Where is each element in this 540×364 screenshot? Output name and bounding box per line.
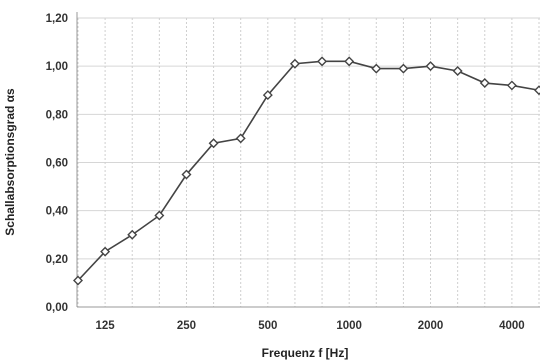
- x-tick-label: 2000: [418, 320, 444, 332]
- y-tick-label: 1,00: [46, 61, 68, 73]
- y-tick-label: 0,80: [46, 109, 68, 121]
- data-point: [100, 246, 111, 257]
- series: [73, 56, 540, 286]
- data-point: [371, 63, 382, 74]
- data-point: [127, 229, 138, 240]
- data-point: [181, 169, 192, 180]
- y-tick-label: 0,60: [46, 158, 68, 170]
- x-tick-label: 1000: [336, 320, 362, 332]
- series-line: [77, 60, 540, 282]
- x-tick-label: 250: [177, 320, 196, 332]
- data-point: [534, 85, 540, 96]
- data-point: [289, 58, 300, 69]
- x-tick-label: 125: [96, 320, 116, 332]
- x-tick-label: 500: [258, 320, 277, 332]
- y-tick-label: 0,20: [46, 254, 68, 266]
- axes: [76, 12, 540, 308]
- y-axis-label: Schallabsorptionsgrad αs: [3, 88, 17, 236]
- x-axis-label: Frequenz f [Hz]: [262, 346, 349, 360]
- y-tick-label: 0,40: [46, 206, 68, 218]
- y-tick-label: 1,20: [46, 13, 68, 25]
- data-point: [154, 210, 165, 221]
- data-point: [425, 61, 436, 72]
- data-point: [262, 90, 273, 101]
- tick-labels: 0,00 0,20 0,40 0,60 0,80 1,00 1,20 125 250 500 100…: [46, 13, 525, 332]
- data-point: [235, 133, 246, 144]
- data-point: [398, 63, 409, 74]
- y-tick-label: 0,00: [46, 302, 68, 314]
- data-point: [506, 80, 517, 91]
- data-point: [317, 56, 328, 67]
- data-point: [479, 78, 490, 89]
- data-point: [344, 56, 355, 67]
- grid: [77, 17, 540, 307]
- data-point: [73, 275, 83, 286]
- x-tick-label: 4000: [499, 320, 525, 332]
- data-point: [208, 138, 219, 149]
- data-point: [452, 65, 463, 76]
